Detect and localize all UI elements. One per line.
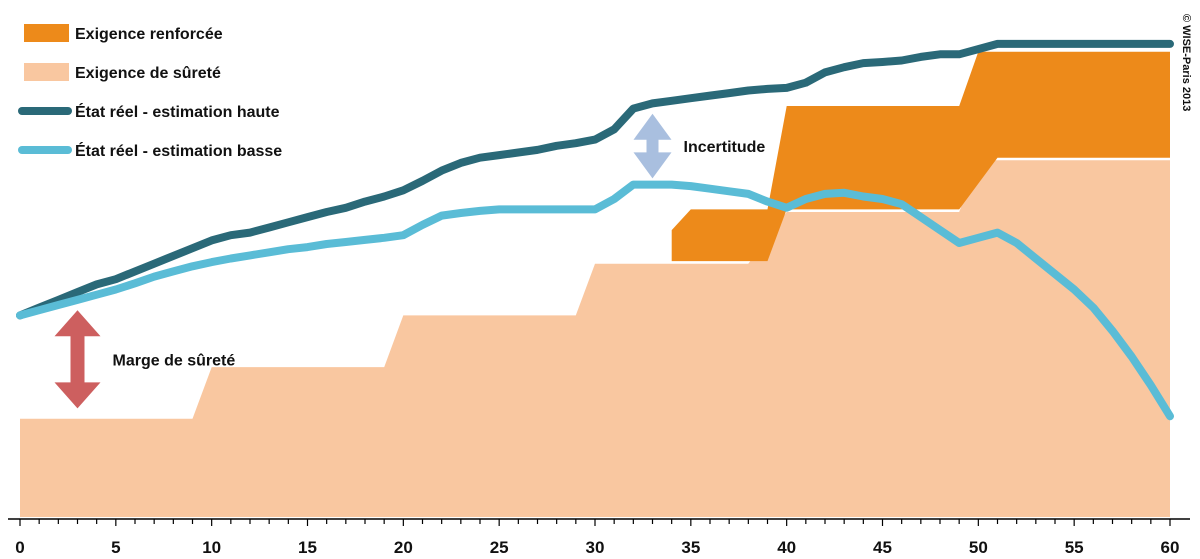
legend-item-etat-reel-estimation-basse: État réel - estimation basse xyxy=(18,141,282,160)
line-etat-reel-estimation-haute xyxy=(16,39,1174,320)
x-tick-label: 55 xyxy=(1065,538,1084,557)
annotation-incertitude: Incertitude xyxy=(633,113,766,179)
legend-label: État réel - estimation haute xyxy=(75,102,280,121)
annotation-marge-de-surete: Marge de sûreté xyxy=(54,310,236,409)
x-tick-label: 50 xyxy=(969,538,988,557)
x-tick-label: 15 xyxy=(298,538,317,557)
x-tick-label: 60 xyxy=(1161,538,1180,557)
legend-label: Exigence de sûreté xyxy=(75,65,221,82)
annotations-layer: Marge de sûreté Incertitude xyxy=(54,113,766,409)
x-tick-label: 5 xyxy=(111,538,120,557)
x-tick-label: 35 xyxy=(681,538,700,557)
area-exigence-renforcee xyxy=(671,51,1170,262)
legend-swatch xyxy=(24,63,69,81)
x-tick-label: 10 xyxy=(202,538,221,557)
x-tick-label: 30 xyxy=(586,538,605,557)
legend: Exigence renforcée Exigence de sûreté État… xyxy=(18,24,282,160)
double-arrow-icon xyxy=(633,113,672,179)
copyright-notice: © WISE-Paris 2013 xyxy=(1180,14,1192,111)
lines-layer xyxy=(16,39,1174,421)
annotation-label: Marge de sûreté xyxy=(113,352,236,369)
annotation-label: Incertitude xyxy=(684,139,766,156)
legend-swatch xyxy=(24,24,69,42)
x-tick-label: 45 xyxy=(873,538,892,557)
x-tick-label: 40 xyxy=(777,538,796,557)
x-axis: 0 5 10 15 20 25 30 35 40 45 50 55 60 xyxy=(8,518,1190,557)
legend-label: État réel - estimation basse xyxy=(75,141,282,160)
legend-label: Exigence renforcée xyxy=(75,26,223,43)
areas-layer xyxy=(20,51,1170,518)
line-etat-reel-estimation-basse xyxy=(16,180,1174,421)
x-tick-label: 0 xyxy=(15,538,24,557)
area-exigence-de-surete xyxy=(20,160,1170,518)
legend-item-etat-reel-estimation-haute: État réel - estimation haute xyxy=(18,102,280,121)
legend-item-exigence-renforcee: Exigence renforcée xyxy=(24,24,223,43)
double-arrow-icon xyxy=(54,310,101,409)
legend-item-exigence-de-surete: Exigence de sûreté xyxy=(24,63,221,82)
x-tick-label: 20 xyxy=(394,538,413,557)
x-tick-label: 25 xyxy=(490,538,509,557)
